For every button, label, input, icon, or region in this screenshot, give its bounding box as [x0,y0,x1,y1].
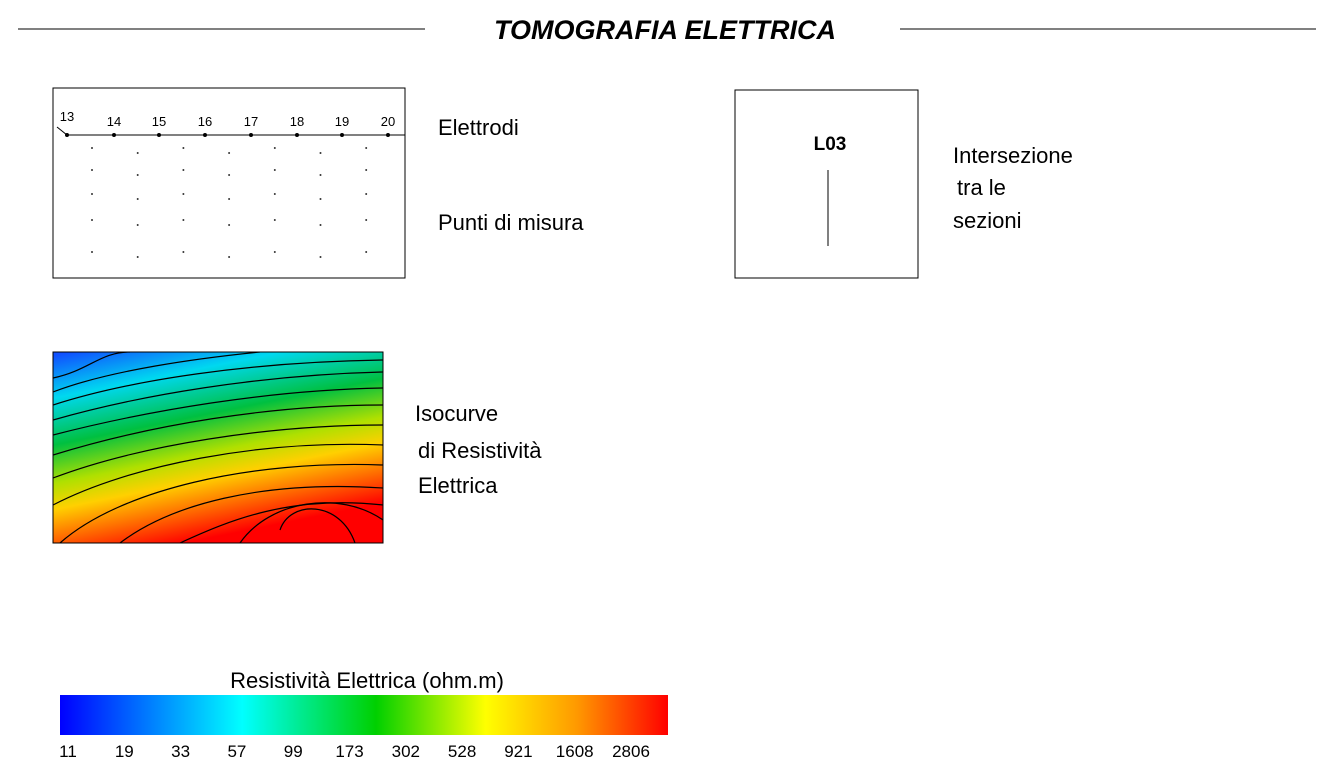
measure-point [273,193,276,195]
measure-point [228,198,231,200]
contour-map [53,352,383,543]
measure-point [91,193,93,195]
measure-point [136,198,139,200]
contour-border [52,351,384,544]
measure-point [136,174,139,176]
electrode-label: 20 [381,114,395,129]
electrode [65,133,69,137]
measure-point [273,169,276,171]
electrode-label: 16 [198,114,212,129]
measure-point [273,147,276,149]
label: di Resistività [418,438,542,463]
electrode [340,133,344,137]
measure-point [182,169,185,171]
colorbar-label: 921 [504,742,532,761]
electrode [112,133,116,137]
measure-point [228,256,231,258]
measure-point [136,256,139,258]
colorbar-label: 11 [59,742,77,761]
electrode-label: 18 [290,114,304,129]
measure-point [136,152,139,154]
measure-point [228,174,231,176]
measure-point [228,224,231,226]
colorbar-label: 19 [115,742,134,761]
electrode-label: 17 [244,114,258,129]
electrode [249,133,253,137]
electrode [386,133,390,137]
electrode-label: 19 [335,114,349,129]
measure-point [91,147,93,149]
measure-point [182,219,185,221]
intersection-box [734,89,919,279]
measure-point [273,219,276,221]
colorbar-label: 528 [448,742,476,761]
electrode-label: 13 [60,109,74,124]
measure-point [91,251,93,253]
electrode-label: 14 [107,114,121,129]
measure-point [365,251,368,253]
label: tra le [957,175,1006,200]
measure-point [228,152,231,154]
measure-point [365,219,368,221]
measure-point [365,169,368,171]
electrode [157,133,161,137]
colorbar-label: 173 [335,742,363,761]
measure-point [319,174,322,176]
measure-point [319,198,322,200]
electrodes: 13 14 15 16 17 18 19 20 [60,109,395,137]
measure-point [91,219,93,221]
colorbar-label: 1608 [556,742,594,761]
label: Punti di misura [438,210,584,235]
colorbar-label: 2806 [612,742,650,761]
electrodes-box [52,87,406,279]
colorbar-label: 33 [171,742,190,761]
colorbar-label: 57 [227,742,246,761]
measure-point [365,193,368,195]
measure-point [136,224,139,226]
section-label: L03 [814,134,847,155]
measure-point [182,193,185,195]
label: Isocurve [415,401,498,426]
label: Intersezione [953,143,1073,168]
label: sezioni [953,208,1021,233]
colorbar-label: 302 [392,742,420,761]
measure-point [319,152,322,154]
label: Elettrodi [438,115,519,140]
measure-points [91,147,368,258]
measure-point [365,147,368,149]
electrode [295,133,299,137]
measure-point [91,169,93,171]
label: Elettrica [418,473,498,498]
colorbar [60,695,668,735]
colorbar-title: Resistività Elettrica (ohm.m) [230,668,504,693]
measure-point [319,256,322,258]
measure-point [182,147,185,149]
measure-point [182,251,185,253]
electrode [203,133,207,137]
colorbar-labels: 11 19 33 57 99 173 302 528 921 1608 2806 [59,742,650,761]
measure-point [319,224,322,226]
colorbar-label: 99 [284,742,303,761]
electrode-label: 15 [152,114,166,129]
title: TOMOGRAFIA ELETTRICA [494,15,836,45]
measure-point [273,251,276,253]
